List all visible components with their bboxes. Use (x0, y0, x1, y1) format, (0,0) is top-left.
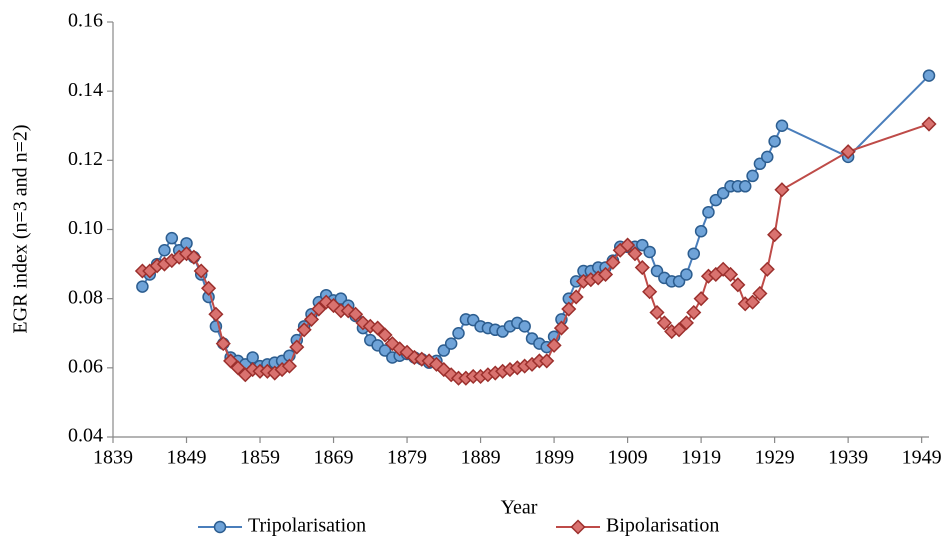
data-point (208, 306, 224, 322)
legend-label: Bipolarisation (606, 515, 719, 537)
data-point (686, 304, 702, 321)
data-point (303, 311, 320, 327)
data-point (746, 169, 759, 183)
data-point (158, 244, 171, 257)
data-point (165, 231, 179, 245)
data-point (136, 280, 149, 293)
data-point (634, 259, 650, 276)
x-tick-label: 1889 (461, 447, 501, 469)
data-point (649, 304, 665, 321)
x-tick-label: 1839 (93, 447, 133, 469)
y-tick-label: 0.04 (68, 425, 103, 447)
x-tick-label: 1849 (167, 447, 207, 469)
data-point (693, 291, 709, 307)
data-point (296, 322, 312, 338)
x-tick-label: 1919 (681, 447, 721, 469)
data-point (694, 224, 708, 238)
data-point (840, 144, 856, 160)
data-point (671, 322, 687, 338)
data-point (627, 246, 643, 262)
data-point (656, 315, 672, 331)
data-point (768, 135, 781, 148)
data-point (759, 261, 775, 277)
y-axis-label: EGR index (n=3 and n=2) (10, 124, 32, 333)
data-point (377, 327, 393, 343)
data-point (678, 315, 694, 331)
data-point (230, 360, 246, 376)
y-tick-label: 0.16 (68, 10, 103, 32)
data-point (201, 280, 217, 296)
data-point (922, 69, 936, 82)
data-point (215, 336, 231, 352)
data-point (546, 337, 562, 353)
x-tick-label: 1859 (240, 447, 280, 469)
data-point (370, 320, 386, 336)
x-tick-label: 1879 (387, 447, 427, 469)
x-axis-label: Year (501, 497, 538, 519)
legend-marker (570, 519, 586, 535)
data-point (761, 150, 774, 164)
data-point (620, 237, 636, 253)
data-point (745, 294, 761, 310)
legend-label: Tripolarisation (248, 515, 366, 537)
data-point (539, 353, 555, 369)
data-point (348, 306, 364, 322)
data-point (774, 182, 790, 198)
data-point (921, 116, 937, 132)
data-point (605, 254, 621, 270)
y-tick-label: 0.12 (68, 148, 103, 170)
data-point (752, 285, 768, 302)
data-point (452, 327, 465, 340)
x-tick-label: 1899 (534, 447, 574, 469)
data-point (289, 339, 305, 355)
y-tick-label: 0.08 (68, 286, 103, 308)
data-point (568, 289, 584, 305)
x-tick-label: 1869 (314, 447, 354, 469)
data-point (518, 320, 531, 333)
y-tick-label: 0.14 (68, 79, 103, 101)
y-tick-label: 0.10 (68, 217, 103, 239)
data-point (730, 277, 746, 293)
data-point (738, 180, 752, 193)
data-point (767, 227, 783, 243)
data-point (553, 320, 569, 336)
data-point (597, 266, 614, 283)
data-point (680, 268, 693, 281)
data-point (642, 284, 658, 300)
data-point (186, 249, 202, 265)
data-point (643, 245, 656, 259)
data-point (223, 353, 239, 369)
x-tick-label: 1939 (828, 447, 868, 469)
data-point (311, 301, 327, 317)
y-tick-label: 0.06 (68, 355, 103, 377)
series-line (141, 74, 930, 368)
legend-marker (213, 520, 227, 534)
data-point (775, 119, 789, 132)
data-point (722, 266, 739, 283)
data-point (178, 246, 195, 262)
data-point (702, 205, 715, 219)
x-tick-label: 1929 (755, 447, 795, 469)
data-point (444, 337, 458, 350)
x-tick-label: 1949 (902, 447, 942, 469)
x-tick-label: 1909 (608, 447, 648, 469)
data-point (193, 263, 209, 279)
data-point (687, 247, 701, 260)
data-point (561, 301, 577, 317)
data-point (281, 358, 297, 374)
